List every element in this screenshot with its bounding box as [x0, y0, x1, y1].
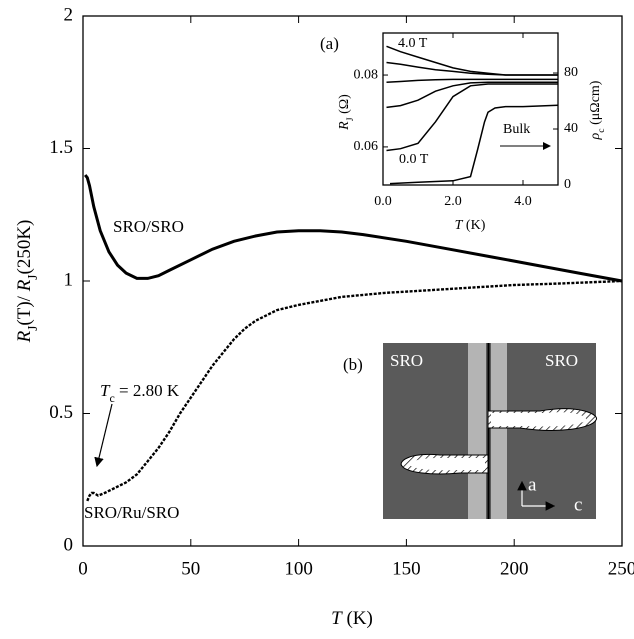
panel-label: (a): [320, 34, 339, 53]
label-part: R: [337, 121, 352, 131]
x-tick-label: 200: [500, 558, 529, 579]
label-part: T: [100, 381, 111, 400]
x-tick-label: 250: [608, 558, 634, 579]
series-label: SRO/Ru/SRO: [84, 503, 179, 522]
diagram-label: SRO: [545, 351, 578, 370]
y-tick-label: 0.08: [354, 67, 379, 82]
label-part: J: [25, 326, 40, 331]
label-part: (Ω): [337, 94, 352, 118]
data-line: [86, 279, 623, 502]
tc-arrow: [94, 403, 113, 468]
data-line: [386, 81, 558, 109]
x-tick-label: 0.0: [374, 194, 392, 209]
axis-label: c: [574, 494, 582, 515]
axis-label: a: [528, 474, 537, 495]
y2-tick-label: 0: [564, 177, 571, 192]
axis-label: ρc (μΩcm): [588, 80, 607, 140]
y-tick-label: 1: [64, 269, 74, 290]
diagram-label: SRO: [390, 351, 423, 370]
y-tick-label: 0.5: [49, 402, 73, 423]
label-part: T: [331, 608, 343, 629]
data-line: [386, 61, 558, 76]
series-label: 4.0 T: [398, 36, 428, 51]
y-tick-label: 0: [64, 534, 74, 555]
label-part: (250K): [14, 220, 35, 275]
plot-frame: [382, 32, 559, 186]
inclusion-core: [491, 412, 587, 427]
axis-label: RJ(T)/ RJ(250K): [14, 220, 39, 344]
series-label: SRO/SRO: [113, 217, 184, 236]
label-part: ρ: [588, 132, 603, 140]
label-part: J: [25, 275, 40, 280]
x-tick-label: 50: [181, 558, 200, 579]
data-line: [386, 83, 558, 152]
y-tick-label: 1.5: [49, 137, 73, 158]
label-part: = 2.80 K: [115, 381, 180, 400]
label-part: (T)/: [14, 291, 35, 325]
label-part: R: [14, 279, 35, 292]
inclusion-core: [409, 458, 485, 471]
axis-label: T (K): [331, 608, 373, 629]
x-tick-label: 2.0: [444, 194, 462, 209]
y2-tick-label: 40: [564, 121, 578, 136]
junction-diagram: SRO SRO a c: [383, 343, 597, 519]
panel-label: (b): [343, 355, 363, 374]
y-tick-label: 0.06: [354, 139, 379, 154]
data-line: [389, 104, 559, 185]
x-tick-label: 150: [392, 558, 421, 579]
ru-stripe: [468, 343, 486, 519]
y-tick-label: 2: [64, 4, 74, 25]
x-tick-label: 100: [284, 558, 313, 579]
label-part: (K): [342, 608, 373, 629]
label-part: (K): [462, 218, 485, 233]
label-part: c: [109, 391, 114, 405]
y2-tick-label: 80: [564, 65, 578, 80]
series-label: Bulk: [503, 122, 530, 137]
data-line: [386, 78, 558, 83]
ru-stripe: [491, 343, 507, 519]
tc-label: Tc = 2.80 K: [100, 381, 180, 405]
axis-label: RJ (Ω): [337, 94, 356, 131]
label-part: (μΩcm): [588, 80, 603, 128]
series-label: 0.0 T: [399, 152, 429, 167]
axis-label: T (K): [455, 218, 486, 233]
label-part: J: [345, 117, 356, 121]
label-part: T: [455, 218, 464, 233]
x-tick-label: 4.0: [514, 194, 532, 209]
label-part: c: [596, 128, 607, 133]
x-tick-label: 0: [78, 558, 88, 579]
label-part: R: [14, 330, 35, 343]
data-line: [84, 174, 623, 283]
